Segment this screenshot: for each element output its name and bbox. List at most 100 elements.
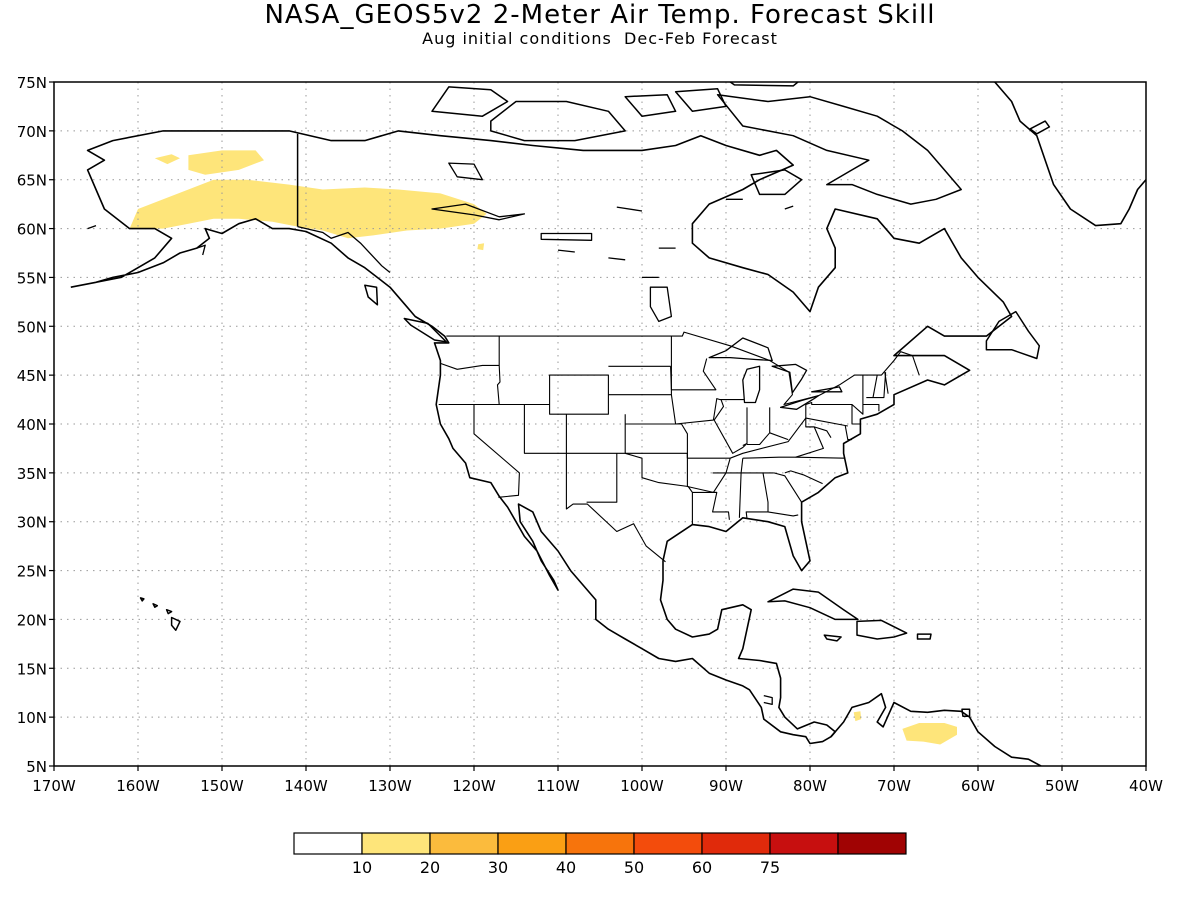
legend-swatch	[361, 832, 431, 855]
lake-outline	[448, 162, 484, 181]
legend-swatch	[837, 832, 907, 855]
island-outline	[616, 206, 643, 212]
island-outline	[763, 694, 773, 706]
state-border	[795, 456, 846, 459]
state-border	[742, 426, 824, 459]
lon-tick-label: 100W	[620, 777, 664, 795]
state-border	[608, 394, 683, 425]
lat-tick-label: 65N	[17, 172, 47, 190]
state-border	[438, 336, 501, 406]
legend-swatch	[701, 832, 771, 855]
legend-swatch	[769, 832, 839, 855]
lat-lon-grid	[54, 82, 1146, 766]
lon-tick-label: 80W	[793, 777, 827, 795]
state-border	[523, 404, 848, 493]
state-border	[473, 404, 520, 498]
state-border	[446, 331, 920, 406]
lat-tick-label: 60N	[17, 221, 47, 239]
state-border	[784, 470, 823, 485]
lat-tick-label: 20N	[17, 611, 47, 629]
coastline-puerto-rico	[916, 633, 932, 640]
lat-tick-label: 40N	[17, 416, 47, 434]
state-border	[678, 423, 731, 459]
coastline-north-america	[70, 130, 1013, 745]
chart-title: NASA_GEOS5v2 2-Meter Air Temp. Forecast …	[264, 0, 936, 30]
state-border	[670, 358, 717, 391]
lon-tick-label: 120W	[452, 777, 496, 795]
legend-label: 75	[760, 858, 780, 877]
legend-swatch	[497, 832, 567, 855]
map-axes: 170W 160W 150W 140W 130W 120W 110W 100W 90W 80W 70…	[17, 74, 1163, 795]
state-border	[805, 375, 864, 415]
state-border	[747, 407, 771, 446]
lake-outline	[742, 365, 761, 404]
lon-tick-label: 110W	[536, 777, 580, 795]
coastline-somerset-is	[674, 88, 727, 113]
state-border	[769, 432, 789, 441]
legend-label: 40	[556, 858, 576, 877]
coastline-south-america	[830, 692, 1042, 766]
lon-tick-label: 70W	[877, 777, 911, 795]
skill-region-bc-spot	[477, 243, 485, 251]
color-legend: 10 20 30 40 50 60 75	[293, 832, 907, 877]
lat-tick-label: 5N	[26, 758, 47, 776]
coastline-baffin-is	[716, 93, 962, 205]
lake-outline	[771, 363, 808, 394]
island-outline	[608, 257, 626, 261]
state-border	[773, 472, 803, 503]
chart-subtitle: Aug initial conditions Dec-Feb Forecast	[422, 29, 778, 48]
lat-tick-label: 35N	[17, 465, 47, 483]
lake-outline	[431, 203, 526, 221]
coastline-banks-is	[431, 86, 509, 117]
coastline-hawaii-oahu	[152, 603, 159, 608]
coastline-southampton-is	[750, 169, 803, 196]
lat-tick-label: 70N	[17, 123, 47, 141]
state-border	[675, 398, 745, 425]
lat-tick-label: 55N	[17, 269, 47, 287]
state-border	[742, 407, 748, 446]
lat-tick-label: 75N	[17, 74, 47, 92]
lake-outline	[779, 395, 820, 410]
state-border	[586, 453, 618, 503]
state-border	[767, 511, 799, 517]
state-border	[713, 399, 748, 454]
legend-swatch	[293, 832, 363, 855]
coastline-vancouver-is	[403, 317, 448, 343]
state-border	[499, 374, 609, 415]
lon-tick-label: 40W	[1129, 777, 1163, 795]
state-border	[745, 472, 769, 519]
legend-label: 20	[420, 858, 440, 877]
skill-region-venezuela-east	[902, 723, 957, 745]
state-border	[844, 425, 852, 441]
lon-tick-label: 50W	[1045, 777, 1079, 795]
lat-tick-label: 15N	[17, 660, 47, 678]
coastline-trinidad	[961, 708, 971, 717]
skill-region-alaska-yukon	[129, 179, 487, 239]
lon-tick-label: 60W	[961, 777, 995, 795]
state-border	[565, 414, 666, 563]
state-border	[851, 404, 861, 425]
skill-region-colombia-spot	[853, 711, 862, 722]
coastline-victoria-is	[490, 100, 626, 142]
state-border	[440, 362, 500, 370]
island-outline	[784, 205, 794, 210]
legend-swatch	[633, 832, 703, 855]
coastline-hawaii-maui	[165, 608, 173, 615]
lat-tick-label: 50N	[17, 318, 47, 336]
legend-swatch	[429, 832, 499, 855]
lat-tick-label: 45N	[17, 367, 47, 385]
border-alaska-panhandle	[297, 225, 391, 274]
state-border	[872, 374, 878, 398]
coastline-hawaii-kauai	[139, 597, 145, 602]
coastline-newfoundland	[985, 310, 1041, 360]
coastline-greenland-is	[1029, 120, 1051, 135]
state-border	[624, 414, 693, 525]
state-border	[712, 491, 730, 520]
lake-outline	[708, 337, 773, 362]
coastlines-and-borders	[70, 82, 1146, 766]
coastline-cuba	[767, 588, 859, 621]
legend-label: 60	[692, 858, 712, 877]
legend-label: 30	[488, 858, 508, 877]
state-border	[884, 372, 889, 394]
